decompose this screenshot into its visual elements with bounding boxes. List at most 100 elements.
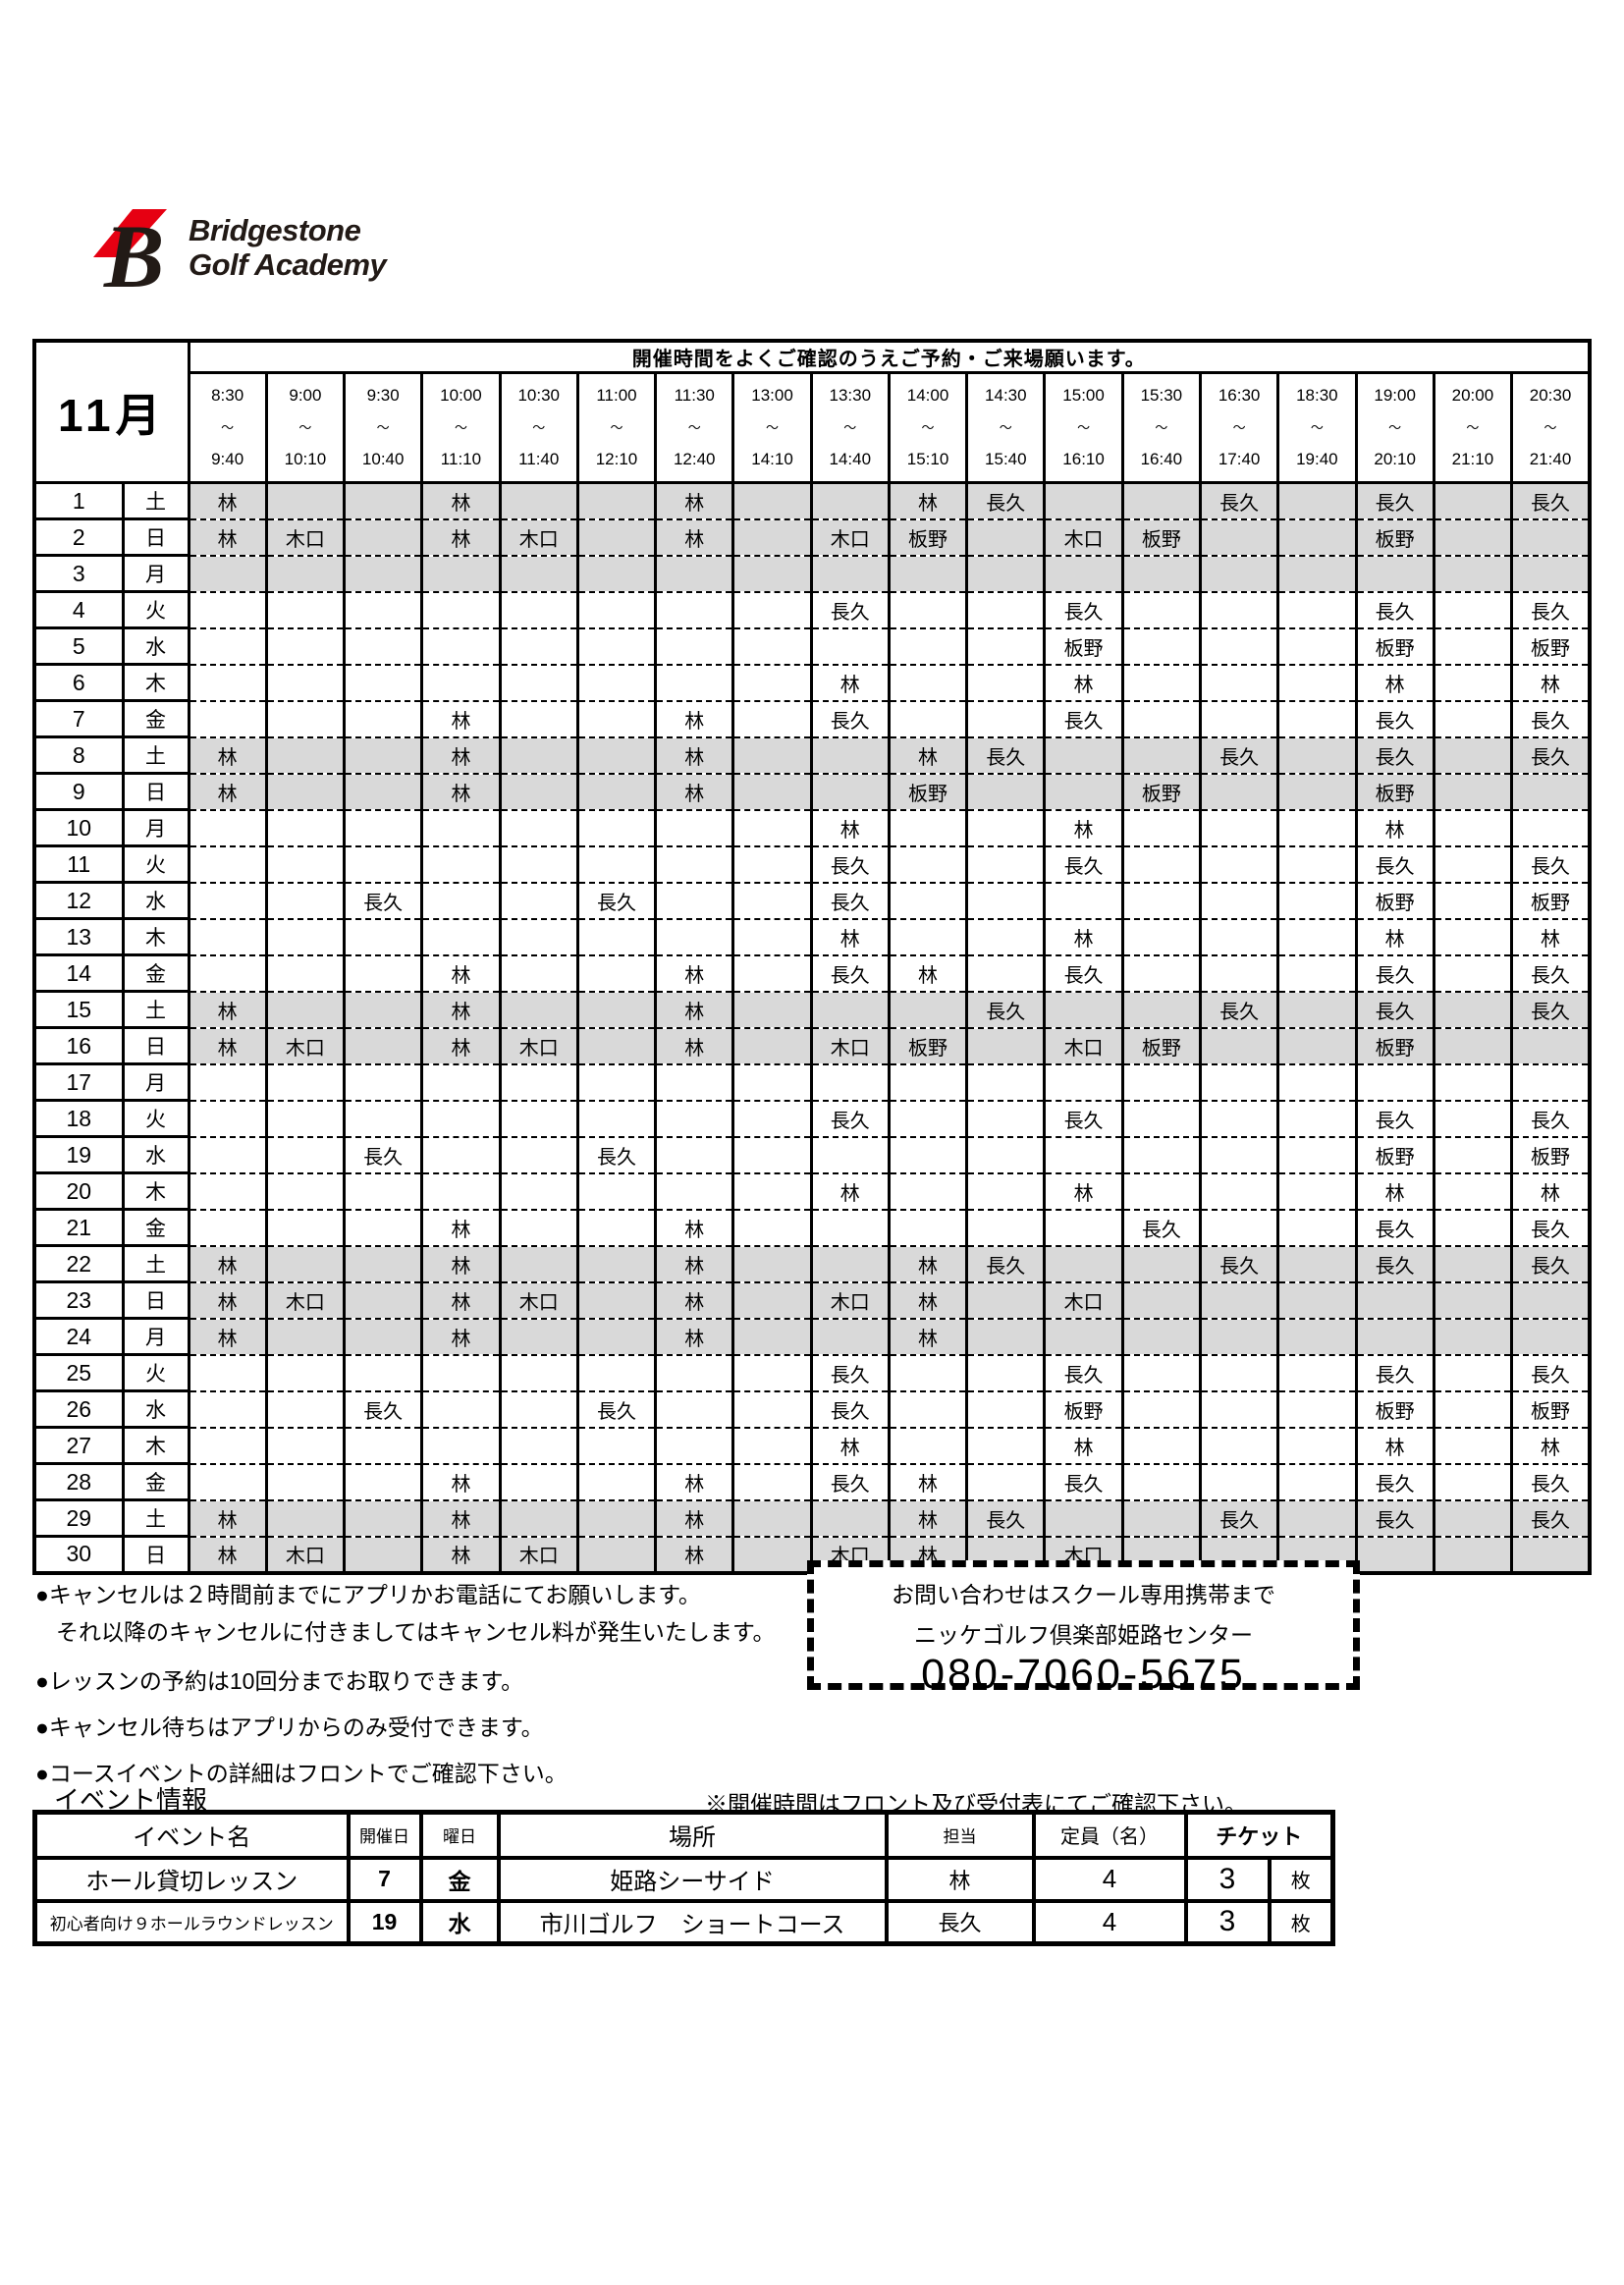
schedule-cell [887,881,969,920]
schedule-cell [1276,481,1358,520]
contact-box: お問い合わせはスクール専用携帯まで ニッケゴルフ倶楽部姫路センター 080-70… [807,1560,1360,1698]
day-row: 29 土林林林林長久 長久 長久 長久 [32,1498,1592,1538]
schedule-cell [731,1535,813,1574]
schedule-cell [343,772,424,811]
schedule-cell: 長久 [1043,844,1124,884]
schedule-cell [498,990,579,1029]
schedule-cell [809,481,891,520]
day-row: 11 火 長久 長久 長久 長久 [32,844,1592,884]
schedule-cell [1198,626,1280,666]
schedule-cell [654,554,735,593]
schedule-cell [264,699,347,738]
day-row: 5 水 板野 板野 板野 [32,626,1592,666]
schedule-cell [1043,1317,1124,1356]
schedule-cell: 木口 [1043,517,1124,557]
schedule-cell: 林 [654,481,735,520]
day-number-cell: 20 [32,1171,125,1211]
schedule-cell: 板野 [1354,626,1435,666]
schedule-cell [1276,1171,1358,1211]
schedule-cell: 長久 [1354,590,1435,629]
schedule-cell [498,663,579,702]
schedule-cell [498,1353,579,1392]
schedule-cell [1043,1062,1124,1102]
event-header-cell: 定員（名） [1031,1810,1188,1860]
schedule-cell: 林 [420,990,502,1029]
weekday-cell: 火 [121,590,190,629]
schedule-cell [187,1389,268,1429]
schedule-cell [654,663,735,702]
schedule-cell [575,1353,658,1392]
schedule-cell: 林 [809,917,891,956]
schedule-cell: 林 [420,1026,502,1065]
schedule-cell [264,626,347,666]
schedule-cell [343,1280,424,1320]
day-row: 22 土林林林林長久 長久 長久 長久 [32,1244,1592,1283]
event-ticket-unit-cell: 枚 [1267,1898,1335,1946]
schedule-cell [809,1498,891,1538]
day-row: 2 日林木口林木口林木口 板野 木口 板野 板野 [32,517,1592,557]
schedule-cell: 木口 [809,517,891,557]
schedule-cell: 林 [654,1208,735,1247]
schedule-cell [887,1099,969,1138]
schedule-cell [1432,699,1514,738]
schedule-cell [264,1062,347,1102]
schedule-cell: 木口 [264,1535,347,1574]
schedule-cell: 長久 [1354,1462,1435,1501]
schedule-cell [1432,663,1514,702]
event-instructor-cell: 長久 [884,1898,1036,1946]
schedule-cell [343,1062,424,1102]
schedule-cell [654,1099,735,1138]
schedule-cell: 板野 [887,517,969,557]
time-slot-header: 20:30 〜 21:40 [1510,371,1592,484]
schedule-cell [343,590,424,629]
schedule-cell: 長久 [809,844,891,884]
schedule-cell [420,808,502,847]
schedule-cell [187,626,268,666]
schedule-cell [343,481,424,520]
schedule-cell: 板野 [1354,517,1435,557]
schedule-cell [1432,1535,1514,1574]
schedule-cell [420,881,502,920]
schedule-cell: 長久 [965,990,1047,1029]
schedule-cell [1354,1535,1435,1574]
schedule-cell: 長久 [809,699,891,738]
schedule-cell [498,808,579,847]
schedule-cell: 長久 [343,1389,424,1429]
event-place-cell: 市川ゴルフ ショートコース [496,1898,889,1946]
schedule-cell: 長久 [1354,481,1435,520]
range-separator: 〜 [1388,420,1402,436]
schedule-cell: 長久 [1043,1099,1124,1138]
schedule-cell: 林 [654,1498,735,1538]
schedule-cell: 長久 [809,1389,891,1429]
schedule-cell [1432,1462,1514,1501]
weekday-cell: 土 [121,481,190,520]
schedule-cell [1120,808,1202,847]
contact-phone-number: 080-7060-5675 [921,1651,1246,1698]
schedule-cell [965,1026,1047,1065]
schedule-cell: 長久 [1043,590,1124,629]
schedule-cell [187,1426,268,1465]
day-row: 17 月 [32,1062,1592,1102]
schedule-cell: 板野 [1354,881,1435,920]
weekday-cell: 日 [121,1026,190,1065]
schedule-cell [1198,1099,1280,1138]
time-slot-header: 15:00 〜 16:10 [1043,371,1124,484]
schedule-cell [1276,844,1358,884]
schedule-cell: 林 [1354,663,1435,702]
schedule-cell [1276,1317,1358,1356]
schedule-cell: 林 [654,1280,735,1320]
schedule-cell [343,953,424,993]
schedule-cell: 長久 [575,1135,658,1174]
event-ticket-unit-cell: 枚 [1267,1855,1335,1903]
schedule-cell [1432,517,1514,557]
schedule-cell [264,481,347,520]
schedule-cell [1510,772,1592,811]
schedule-cell [887,1135,969,1174]
schedule-cell: 木口 [498,1280,579,1320]
range-separator: 〜 [376,420,390,436]
schedule-cell [887,1171,969,1211]
schedule-cell: 長久 [1510,844,1592,884]
day-number-cell: 5 [32,626,125,666]
schedule-cell [731,663,813,702]
